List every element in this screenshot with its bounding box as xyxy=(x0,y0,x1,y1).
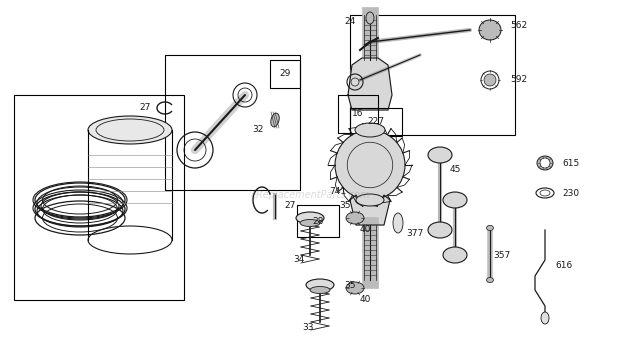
Bar xyxy=(165,55,300,190)
Text: 562: 562 xyxy=(510,21,527,30)
Circle shape xyxy=(484,74,496,86)
Text: 29: 29 xyxy=(280,70,291,79)
Text: 741: 741 xyxy=(329,188,347,197)
Text: 230: 230 xyxy=(562,189,579,198)
Bar xyxy=(270,60,300,88)
Text: eReplacementParts.com: eReplacementParts.com xyxy=(250,190,370,200)
Circle shape xyxy=(335,130,405,200)
Text: 28: 28 xyxy=(312,216,324,226)
Ellipse shape xyxy=(487,277,494,283)
Text: 27: 27 xyxy=(285,200,296,209)
Ellipse shape xyxy=(296,212,324,224)
Ellipse shape xyxy=(428,147,452,163)
Ellipse shape xyxy=(300,220,320,227)
Polygon shape xyxy=(350,195,390,225)
Text: 40: 40 xyxy=(360,226,371,235)
Ellipse shape xyxy=(356,194,384,206)
Text: 27: 27 xyxy=(140,103,151,112)
Bar xyxy=(338,95,378,133)
Ellipse shape xyxy=(487,226,494,230)
Ellipse shape xyxy=(393,213,403,233)
Ellipse shape xyxy=(443,247,467,263)
Ellipse shape xyxy=(346,282,364,294)
Text: 33: 33 xyxy=(303,324,314,332)
Text: 34: 34 xyxy=(293,255,304,264)
Ellipse shape xyxy=(443,192,467,208)
Bar xyxy=(350,15,515,135)
Ellipse shape xyxy=(479,20,501,40)
Text: 32: 32 xyxy=(252,126,264,134)
Text: 357: 357 xyxy=(494,251,511,260)
Text: 40: 40 xyxy=(360,295,371,304)
Ellipse shape xyxy=(428,222,452,238)
Ellipse shape xyxy=(271,113,279,127)
Text: 35: 35 xyxy=(344,280,356,290)
Text: 35: 35 xyxy=(339,200,351,209)
Ellipse shape xyxy=(88,116,172,144)
Text: 45: 45 xyxy=(450,166,461,174)
Circle shape xyxy=(540,158,550,168)
Bar xyxy=(14,95,184,300)
Polygon shape xyxy=(348,58,392,110)
Text: 615: 615 xyxy=(562,158,579,167)
Text: 616: 616 xyxy=(555,261,572,269)
Text: 16: 16 xyxy=(352,110,364,119)
Bar xyxy=(350,108,402,136)
Ellipse shape xyxy=(366,12,374,24)
Ellipse shape xyxy=(346,212,364,224)
Text: 24: 24 xyxy=(344,17,356,26)
Bar xyxy=(297,205,339,237)
Ellipse shape xyxy=(355,123,385,137)
Ellipse shape xyxy=(310,286,330,293)
Text: 592: 592 xyxy=(510,76,527,85)
Ellipse shape xyxy=(541,312,549,324)
Ellipse shape xyxy=(537,156,553,170)
Ellipse shape xyxy=(306,279,334,291)
Text: 227: 227 xyxy=(368,118,384,127)
Text: 377: 377 xyxy=(406,229,423,237)
